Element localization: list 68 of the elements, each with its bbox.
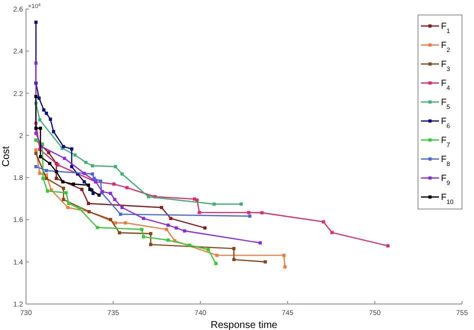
point xyxy=(70,165,74,168)
point xyxy=(212,202,216,206)
point xyxy=(96,226,99,230)
point xyxy=(54,170,58,174)
point xyxy=(38,155,42,158)
point xyxy=(125,186,129,190)
point xyxy=(44,112,48,115)
point xyxy=(34,126,38,130)
point xyxy=(282,254,286,257)
point xyxy=(386,244,390,248)
legend-label: F$_{9}$ xyxy=(441,173,450,186)
point xyxy=(166,238,170,242)
point xyxy=(54,176,58,180)
point xyxy=(64,191,68,194)
point xyxy=(118,212,122,216)
point xyxy=(61,180,64,184)
point xyxy=(47,151,50,154)
point xyxy=(215,254,218,257)
point xyxy=(62,186,66,190)
x-axis-title: Response time xyxy=(210,320,278,330)
legend-label: F$_{10}$ xyxy=(441,192,454,206)
point xyxy=(142,235,146,238)
point xyxy=(48,162,52,166)
point xyxy=(34,152,38,155)
point xyxy=(34,132,38,135)
point xyxy=(80,188,84,191)
legend-label: F$_{4}$ xyxy=(441,78,450,92)
point xyxy=(149,242,152,246)
point xyxy=(258,241,262,244)
point xyxy=(34,62,38,65)
point xyxy=(260,211,264,214)
point xyxy=(82,172,86,175)
point xyxy=(146,195,150,198)
point xyxy=(322,220,326,224)
point xyxy=(174,226,178,230)
point xyxy=(82,180,86,184)
point xyxy=(67,202,70,206)
point xyxy=(240,202,243,206)
point xyxy=(48,118,52,121)
point xyxy=(99,180,102,183)
point xyxy=(38,126,42,130)
point xyxy=(140,228,144,232)
point xyxy=(247,210,250,214)
legend-label: F$_{6}$ xyxy=(441,116,450,130)
legend-label: F$_{5}$ xyxy=(441,97,450,110)
legend-label: F$_{3}$ xyxy=(441,59,450,72)
legend-label: F$_{7}$ xyxy=(441,135,450,148)
point xyxy=(169,216,172,220)
point xyxy=(70,147,74,151)
point xyxy=(42,108,46,112)
point xyxy=(38,118,42,122)
point xyxy=(84,160,88,164)
legend-label: F$_{8}$ xyxy=(441,154,450,168)
point xyxy=(248,214,252,218)
point xyxy=(166,224,170,227)
point xyxy=(38,172,42,175)
point xyxy=(188,244,192,247)
point xyxy=(34,20,38,24)
legend-label: F$_{1}$ xyxy=(441,21,450,34)
point xyxy=(118,231,122,234)
point xyxy=(90,164,94,168)
point xyxy=(113,198,116,202)
point xyxy=(264,260,267,264)
legend-label: F$_{2}$ xyxy=(441,40,450,54)
point xyxy=(206,248,210,252)
point xyxy=(149,232,152,236)
point xyxy=(86,184,90,187)
y-axis-title: Cost xyxy=(1,146,12,167)
